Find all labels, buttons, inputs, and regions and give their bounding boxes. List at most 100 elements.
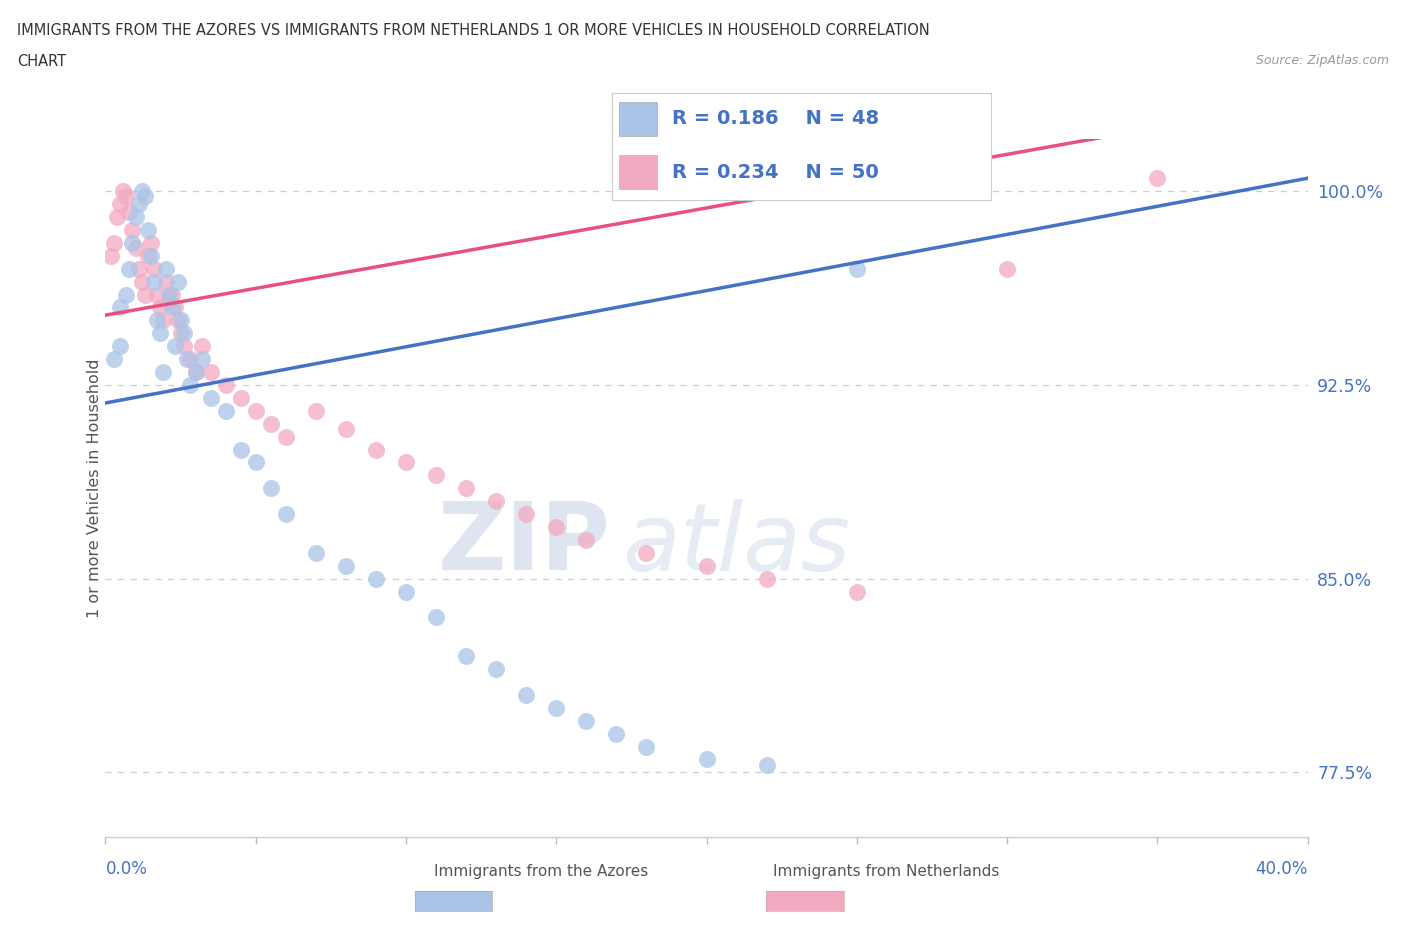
Point	[179, 378, 201, 392]
Point	[148, 300, 170, 315]
Point	[110, 196, 132, 211]
Point	[173, 339, 195, 353]
Point	[200, 365, 222, 379]
Point	[166, 312, 188, 327]
Point	[179, 352, 201, 366]
Point	[163, 339, 186, 353]
Point	[163, 300, 186, 315]
Text: IMMIGRANTS FROM THE AZORES VS IMMIGRANTS FROM NETHERLANDS 1 OR MORE VEHICLES IN : IMMIGRANTS FROM THE AZORES VS IMMIGRANTS…	[17, 23, 929, 38]
Point	[755, 757, 778, 772]
Point	[696, 752, 718, 767]
Point	[110, 339, 132, 353]
Point	[107, 209, 129, 224]
Point	[103, 235, 125, 250]
Point	[134, 287, 156, 302]
Text: Immigrants from the Azores: Immigrants from the Azores	[434, 864, 648, 879]
Point	[605, 726, 627, 741]
Point	[1146, 171, 1168, 186]
Point	[142, 261, 165, 276]
Text: Immigrants from Netherlands: Immigrants from Netherlands	[772, 864, 1000, 879]
Point	[152, 365, 174, 379]
Point	[575, 533, 598, 548]
Point	[515, 507, 537, 522]
Point	[456, 649, 478, 664]
Point	[845, 584, 868, 599]
Point	[121, 222, 143, 237]
Point	[696, 558, 718, 573]
Point	[274, 507, 297, 522]
Point	[128, 196, 150, 211]
Point	[546, 520, 568, 535]
Point	[995, 261, 1018, 276]
Point	[636, 545, 658, 560]
Point	[136, 222, 159, 237]
Point	[364, 571, 387, 586]
Point	[145, 287, 167, 302]
Point	[139, 248, 162, 263]
Point	[456, 481, 478, 496]
Point	[575, 713, 598, 728]
Point	[103, 352, 125, 366]
Point	[200, 391, 222, 405]
Point	[157, 287, 180, 302]
Point	[214, 378, 236, 392]
Point	[118, 205, 141, 219]
Point	[148, 326, 170, 340]
Point	[115, 189, 138, 204]
Point	[121, 235, 143, 250]
Point	[214, 404, 236, 418]
Point	[131, 184, 153, 199]
Point	[245, 455, 267, 470]
Point	[305, 404, 328, 418]
Text: 40.0%: 40.0%	[1256, 860, 1308, 878]
Point	[157, 292, 180, 307]
Point	[260, 481, 283, 496]
Point	[136, 248, 159, 263]
Point	[755, 571, 778, 586]
Point	[160, 287, 183, 302]
Point	[636, 739, 658, 754]
Point	[118, 261, 141, 276]
Point	[169, 326, 191, 340]
Point	[139, 235, 162, 250]
Point	[128, 261, 150, 276]
Point	[152, 312, 174, 327]
Point	[274, 429, 297, 444]
Point	[485, 494, 508, 509]
Point	[485, 661, 508, 676]
Point	[176, 352, 198, 366]
Point	[124, 241, 146, 256]
Point	[190, 339, 212, 353]
FancyBboxPatch shape	[619, 155, 657, 190]
Point	[184, 365, 207, 379]
Point	[425, 610, 447, 625]
Point	[335, 558, 357, 573]
Point	[169, 312, 191, 327]
Point	[845, 261, 868, 276]
Point	[335, 421, 357, 436]
Point	[160, 300, 183, 315]
Point	[142, 274, 165, 289]
Text: R = 0.186    N = 48: R = 0.186 N = 48	[672, 109, 880, 128]
FancyBboxPatch shape	[619, 101, 657, 136]
Point	[166, 274, 188, 289]
Point	[229, 391, 252, 405]
Text: Source: ZipAtlas.com: Source: ZipAtlas.com	[1256, 54, 1389, 67]
Point	[190, 352, 212, 366]
Text: 0.0%: 0.0%	[105, 860, 148, 878]
Text: R = 0.234    N = 50: R = 0.234 N = 50	[672, 163, 879, 181]
Point	[115, 287, 138, 302]
Point	[100, 248, 122, 263]
Point	[395, 584, 418, 599]
Point	[124, 209, 146, 224]
Point	[260, 417, 283, 432]
Point	[395, 455, 418, 470]
Text: ZIP: ZIP	[437, 498, 610, 590]
Point	[305, 545, 328, 560]
Y-axis label: 1 or more Vehicles in Household: 1 or more Vehicles in Household	[87, 358, 101, 618]
Point	[546, 700, 568, 715]
Point	[134, 189, 156, 204]
Point	[131, 274, 153, 289]
Point	[229, 442, 252, 457]
Point	[515, 687, 537, 702]
